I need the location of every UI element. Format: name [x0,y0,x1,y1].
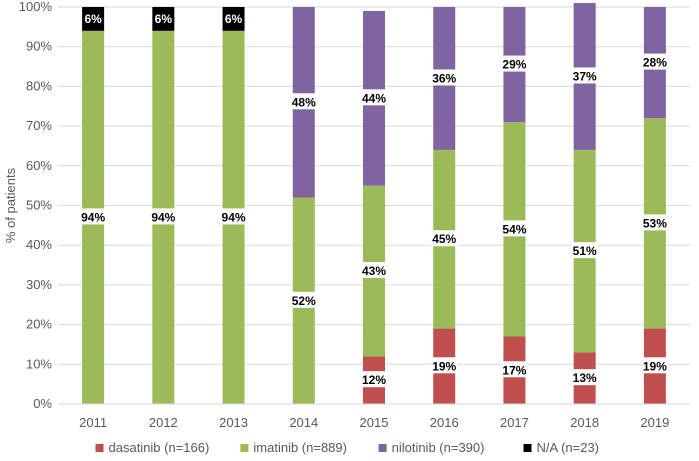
bar-segment [152,7,175,31]
data-label: 36% [432,71,456,85]
y-tick-label: 10% [26,356,52,371]
data-label: 52% [292,294,316,308]
legend-item: dasatinib (n=166) [95,440,210,455]
data-label-background [431,357,458,374]
legend-swatch [240,444,249,452]
data-label-background [361,262,387,279]
data-label: 28% [643,56,667,70]
data-label: 94% [222,210,246,224]
y-tick-label: 20% [26,317,52,332]
y-axis-ticks: 0% 10% 20% 30% 40% 50% 60% 70% 80% 90% 100% [19,0,53,411]
data-label: 6% [225,12,243,26]
data-label: 53% [643,216,667,230]
legend-swatch [523,444,532,452]
legend-label: N/A (n=23) [537,440,600,455]
legend-swatch [95,444,104,452]
data-label-background [431,230,458,247]
data-label: 43% [362,264,386,278]
legend-item: nilotinib (n=390) [378,440,485,455]
data-label: 48% [292,95,316,109]
x-tick-label: 2012 [149,415,178,430]
data-label-background [361,371,387,388]
y-tick-label: 70% [26,118,52,133]
data-label-background [641,357,668,374]
data-label-background [641,53,668,70]
legend-label: dasatinib (n=166) [109,440,210,455]
data-label-background [571,369,598,386]
data-label-background [501,361,528,378]
data-label-background [80,208,107,225]
data-labels: 94% 6% 94% 6% 94% 6% 52% 48% 12% 43% 44% 19% 45% 36% 1… [80,12,668,388]
data-label-background [290,93,317,110]
x-tick-label: 2016 [430,415,459,430]
data-label: 19% [432,359,456,373]
data-label-background [571,67,598,84]
x-axis-ticks: 2011 2012 2013 2014 2015 2016 2017 2018 2019 [79,415,669,430]
data-label: 13% [573,371,597,385]
data-label: 54% [502,222,526,236]
y-tick-label: 30% [26,277,52,292]
data-label: 45% [432,232,456,246]
y-tick-label: 60% [26,158,52,173]
legend-label: nilotinib (n=390) [392,440,485,455]
data-label-background [290,291,317,308]
data-label: 19% [643,359,667,373]
data-label: 94% [81,210,105,224]
legend: dasatinib (n=166) imatinib (n=889) nilotin… [95,440,600,455]
x-tick-label: 2015 [360,415,389,430]
x-tick-label: 2018 [570,415,599,430]
x-tick-label: 2011 [79,415,107,430]
y-axis-title: % of patients [3,167,18,243]
y-tick-label: 50% [26,198,52,213]
data-label-background [501,220,528,237]
bar-segment [82,7,105,31]
legend-swatch [378,444,387,452]
data-label: 6% [84,12,102,26]
legend-label: imatinib (n=889) [253,440,347,455]
bar-segment [222,7,245,31]
x-tick-label: 2019 [640,415,669,430]
data-label: 51% [573,244,597,258]
x-tick-label: 2013 [219,415,248,430]
y-tick-label: 100% [19,0,53,14]
data-label-background [150,208,177,225]
data-label-background [220,208,247,225]
data-label: 37% [573,69,597,83]
data-label: 6% [155,12,173,26]
x-tick-label: 2017 [500,415,529,430]
data-label-background [641,214,668,231]
legend-item: imatinib (n=889) [240,440,347,455]
data-label: 29% [502,58,526,72]
y-tick-label: 40% [26,237,52,252]
data-label-background [501,55,528,72]
x-tick-label: 2014 [289,415,318,430]
bars [82,3,666,404]
data-label-background [431,69,458,86]
y-tick-label: 0% [33,396,52,411]
data-label: 12% [362,373,386,387]
legend-item: N/A (n=23) [523,440,600,455]
y-tick-label: 80% [26,78,52,93]
data-label-background [571,242,598,259]
data-label: 17% [502,363,526,377]
y-tick-label: 90% [26,39,52,54]
data-label: 44% [362,91,386,105]
data-label-background [361,89,387,106]
data-label: 94% [151,210,175,224]
